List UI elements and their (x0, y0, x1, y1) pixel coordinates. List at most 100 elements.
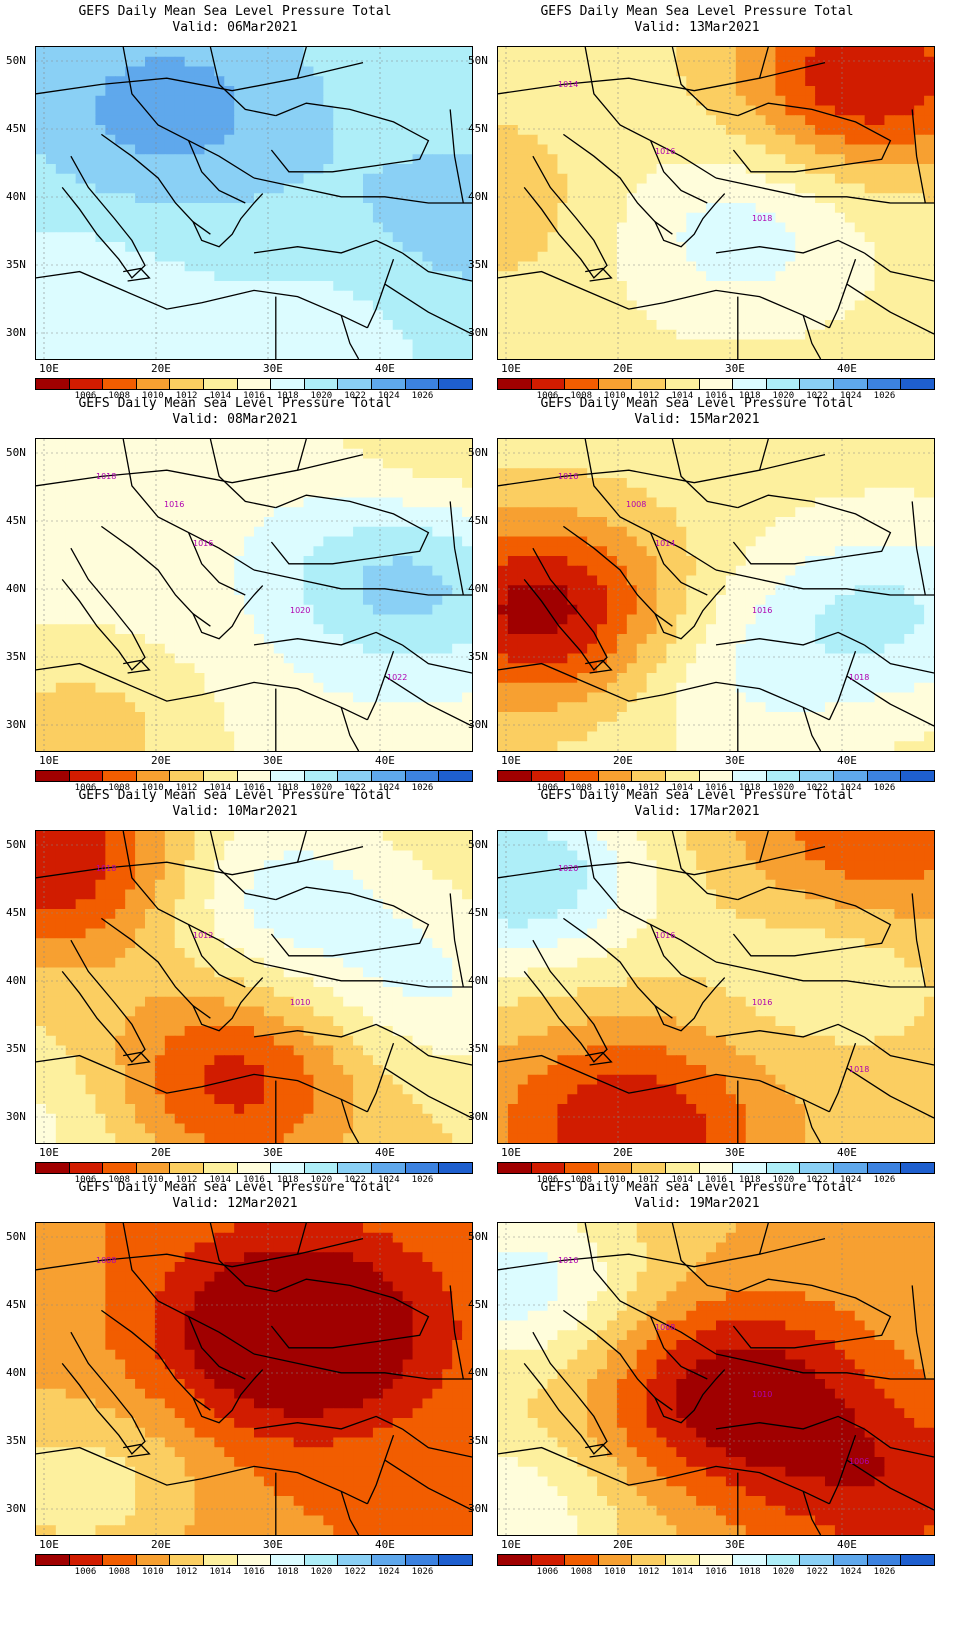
pressure-cell (372, 76, 384, 87)
pressure-cell (125, 721, 136, 733)
pressure-cell (567, 173, 578, 185)
pressure-cell (224, 105, 235, 116)
isobar-label: 1016 (655, 147, 675, 156)
pressure-cell (834, 439, 846, 450)
pressure-cell (174, 604, 186, 616)
pressure-cell (273, 95, 285, 107)
pressure-cell (498, 134, 509, 146)
pressure-cell (95, 105, 106, 116)
pressure-cell (85, 673, 97, 684)
pressure-cell (392, 604, 404, 616)
pressure-cell (254, 154, 265, 165)
pressure-cell (765, 339, 777, 350)
pressure-cell (795, 251, 806, 263)
pressure-cell (626, 154, 638, 165)
pressure-cell (537, 546, 549, 557)
pressure-cell (854, 526, 866, 538)
pressure-cell (273, 517, 285, 528)
pressure-cell (184, 653, 196, 664)
pressure-cell (626, 497, 638, 508)
pressure-cell (55, 721, 67, 733)
pressure-cell (154, 702, 166, 713)
pressure-cell (432, 251, 443, 263)
pressure-cell (333, 86, 344, 97)
pressure-cell (174, 439, 186, 450)
coastline (863, 252, 934, 282)
pressure-cell (353, 271, 364, 282)
pressure-cell (323, 329, 334, 341)
pressure-cell (745, 468, 757, 479)
color-bar-segment (766, 379, 801, 389)
pressure-cell (224, 261, 235, 272)
pressure-cell (333, 144, 344, 155)
pressure-cell (422, 281, 433, 292)
pressure-cell (154, 546, 166, 557)
pressure-cell (65, 310, 77, 321)
pressure-cell (785, 517, 796, 528)
pressure-cell (825, 339, 836, 350)
pressure-cell (587, 546, 598, 557)
pressure-cell (254, 673, 265, 684)
pressure-cell (547, 193, 559, 204)
pressure-cell (95, 624, 106, 635)
pressure-cell (805, 56, 816, 68)
pressure-cell (323, 546, 334, 557)
pressure-cell (557, 281, 568, 292)
pressure-cell (382, 183, 394, 194)
pressure-cell (894, 517, 905, 528)
pressure-cell (725, 478, 737, 489)
pressure-cell (834, 105, 846, 116)
pressure-cell (844, 232, 856, 243)
pressure-cell (716, 144, 727, 155)
pressure-cell (716, 154, 727, 165)
pressure-cell (597, 478, 608, 489)
pressure-cell (105, 66, 116, 77)
pressure-cell (135, 712, 146, 723)
pressure-cell (174, 546, 186, 557)
pressure-cell (392, 634, 404, 645)
pressure-cell (323, 290, 334, 302)
pressure-cell (894, 56, 905, 68)
pressure-cell (462, 203, 472, 214)
pressure-cell (626, 134, 638, 146)
pressure-cell (646, 320, 658, 331)
pressure-cell (462, 154, 472, 165)
pressure-cell (844, 261, 856, 272)
pressure-cell (785, 66, 796, 77)
pressure-cell (323, 144, 334, 155)
pressure-cell (686, 349, 697, 359)
pressure-cell (174, 731, 186, 742)
pressure-cell (135, 193, 146, 204)
pressure-cell (527, 310, 539, 321)
pressure-cell (696, 47, 707, 58)
pressure-cell (517, 95, 529, 107)
pressure-cell (293, 565, 305, 577)
pressure-cell (323, 300, 334, 311)
pressure-cell (105, 242, 116, 253)
pressure-cell (636, 478, 648, 489)
pressure-cell (55, 643, 67, 655)
color-bar-label: 1018 (276, 783, 299, 793)
coastline (828, 258, 857, 329)
pressure-cell (696, 193, 707, 204)
color-bar-segment (204, 771, 238, 781)
pressure-cell (567, 546, 578, 557)
pressure-cell (815, 56, 826, 68)
pressure-cell (587, 183, 598, 194)
pressure-cell (224, 614, 235, 625)
pressure-cell (422, 232, 433, 243)
pressure-cell (716, 556, 727, 567)
pressure-cell (273, 261, 285, 272)
pressure-cell (442, 76, 453, 87)
pressure-cell (244, 507, 255, 518)
pressure-cell (55, 517, 67, 528)
pressure-cell (656, 134, 668, 146)
pressure-cell (372, 66, 384, 77)
pressure-cell (194, 604, 206, 616)
pressure-cell (194, 261, 206, 272)
pressure-cell (815, 290, 826, 302)
pressure-cell (313, 105, 324, 116)
pressure-cell (442, 595, 453, 606)
pressure-cell (775, 439, 786, 450)
